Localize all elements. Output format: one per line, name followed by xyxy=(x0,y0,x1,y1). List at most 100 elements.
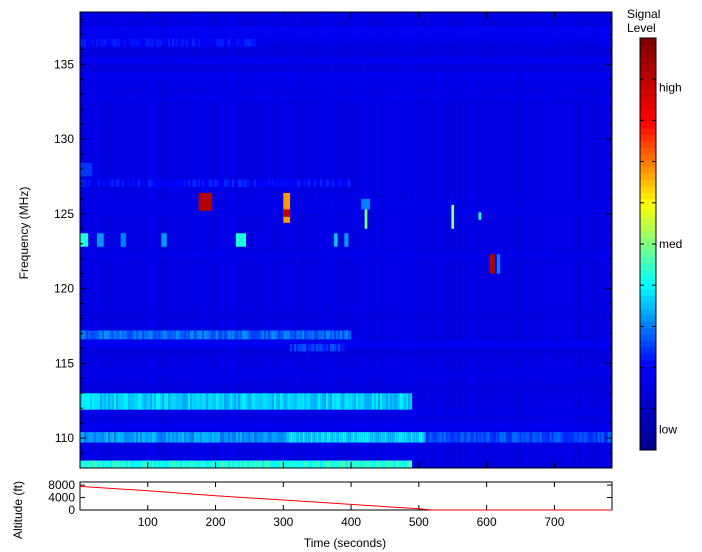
signal-band-cell xyxy=(340,179,342,187)
signal-band-cell xyxy=(106,38,108,47)
signal-band-cell xyxy=(290,393,292,410)
signal-band-cell xyxy=(274,460,276,468)
signal-band-cell xyxy=(292,179,294,187)
signal-band-cell xyxy=(228,179,230,187)
signal-band-cell xyxy=(82,460,84,468)
signal-band-cell xyxy=(90,460,92,468)
signal-band-cell xyxy=(334,179,336,187)
signal-band-cell xyxy=(431,432,434,443)
signal-band-cell xyxy=(264,179,266,187)
heatmap-texture-column xyxy=(212,12,214,468)
signal-band-cell xyxy=(328,330,330,340)
signal-band-cell xyxy=(266,179,268,187)
signal-band-cell xyxy=(322,330,324,340)
signal-band-cell xyxy=(288,432,291,443)
signal-band-cell xyxy=(140,330,142,340)
heatmap-texture-column xyxy=(182,12,184,468)
signal-band-cell xyxy=(184,460,186,468)
heatmap-texture-column xyxy=(372,12,374,468)
signal-band-cell xyxy=(284,179,286,187)
heatmap-texture-column xyxy=(298,12,300,468)
signal-band-cell xyxy=(380,460,382,468)
signal-band-cell xyxy=(362,393,364,410)
signal-band-cell xyxy=(92,179,94,187)
signal-band-cell xyxy=(124,179,126,187)
signal-band-cell xyxy=(234,460,236,468)
signal-band-cell xyxy=(242,330,244,340)
signal-band-cell xyxy=(348,460,350,468)
signal-band-cell xyxy=(176,330,178,340)
signal-band-cell xyxy=(84,179,86,187)
signal-band-cell xyxy=(156,460,158,468)
signal-band-cell xyxy=(154,38,156,47)
heatmap-texture-column xyxy=(492,12,494,468)
heatmap-texture-row xyxy=(80,94,612,102)
signal-band-cell xyxy=(336,179,338,187)
signal-band-cell xyxy=(234,330,236,340)
signal-band-cell xyxy=(118,179,120,187)
signal-band-cell xyxy=(136,38,138,47)
signal-band-cell xyxy=(172,393,174,410)
colorbar-swatch xyxy=(640,38,656,45)
signal-band-cell xyxy=(222,38,224,47)
y-tick-label: 110 xyxy=(55,431,74,445)
signal-band-cell xyxy=(354,460,356,468)
signal-band-cell xyxy=(150,38,152,47)
signal-band xyxy=(364,204,368,229)
signal-band-cell xyxy=(286,432,287,443)
signal-band-cell xyxy=(178,460,180,468)
signal-band-cell xyxy=(314,460,316,468)
altitude-y-tick-label: 4000 xyxy=(48,491,75,505)
signal-band-cell xyxy=(172,432,174,443)
signal-band-cell xyxy=(322,460,324,468)
heatmap-texture-column xyxy=(602,12,604,468)
signal-band-cell xyxy=(306,460,308,468)
signal-band-cell xyxy=(238,38,240,47)
signal-band-cell xyxy=(226,460,228,468)
signal-band-cell xyxy=(116,432,118,443)
x-tick-label: 200 xyxy=(206,515,226,529)
signal-band-cell xyxy=(162,393,164,410)
signal-band-cell xyxy=(515,432,518,443)
signal-band-cell xyxy=(88,330,90,340)
signal-band-cell xyxy=(290,330,292,340)
signal-band-cell xyxy=(90,179,92,187)
signal-band-cell xyxy=(314,330,316,340)
signal-band-cell xyxy=(98,432,100,443)
heatmap-texture-column xyxy=(188,12,190,468)
signal-band-cell xyxy=(226,393,228,410)
signal-band-cell xyxy=(360,393,362,410)
signal-band-cell xyxy=(166,330,168,340)
signal-band-cell xyxy=(114,432,116,443)
signal-band-cell xyxy=(296,393,298,410)
signal-band-cell xyxy=(208,179,210,187)
signal-band-cell xyxy=(240,330,242,340)
signal-band-cell xyxy=(208,460,210,468)
signal-band-cell xyxy=(344,432,347,443)
colorbar-swatch xyxy=(640,301,656,309)
signal-band-cell xyxy=(350,179,352,187)
signal-band-cell xyxy=(176,179,178,187)
signal-band-cell xyxy=(120,393,122,410)
colorbar-swatch xyxy=(640,218,656,226)
signal-band-cell xyxy=(344,460,346,468)
signal-band-cell xyxy=(84,460,86,468)
signal-band-cell xyxy=(410,432,413,443)
signal-band-cell xyxy=(186,330,188,340)
signal-band-cell xyxy=(300,393,302,410)
signal-band-cell xyxy=(274,179,276,187)
y-tick-label: 115 xyxy=(55,356,74,370)
heatmap-texture-column xyxy=(276,12,278,468)
signal-band-cell xyxy=(302,330,304,340)
signal-band-cell xyxy=(294,393,296,410)
signal-band-cell xyxy=(276,330,278,340)
signal-band-cell xyxy=(174,330,176,340)
signal-band-cell xyxy=(184,432,186,443)
signal-band-cell xyxy=(184,330,186,340)
x-tick-label: 500 xyxy=(409,515,429,529)
heatmap-texture-column xyxy=(450,12,452,468)
x-tick-label: 400 xyxy=(341,515,361,529)
signal-band-cell xyxy=(116,460,118,468)
signal-band-cell xyxy=(146,393,148,410)
signal-band-cell xyxy=(212,38,214,47)
